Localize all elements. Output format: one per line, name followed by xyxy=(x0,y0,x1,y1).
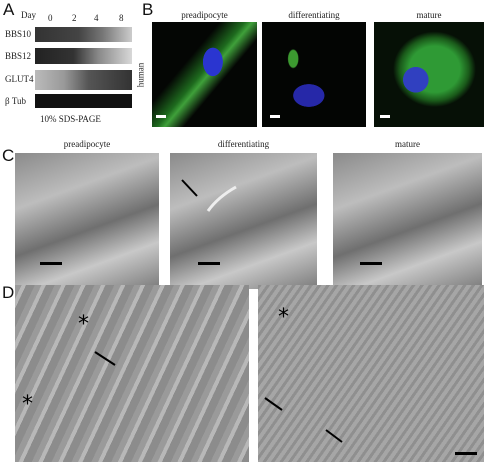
blot-band xyxy=(35,70,132,90)
panel-label: D xyxy=(2,283,15,302)
image-title: preadipocyte xyxy=(63,139,111,149)
panel-label: C xyxy=(2,146,15,165)
day: 0 xyxy=(48,13,53,23)
fluorescence-image xyxy=(262,22,366,127)
sem-image xyxy=(170,153,317,289)
scale-bar xyxy=(270,115,280,118)
image-title: differentiating xyxy=(288,10,340,20)
scale-bar xyxy=(40,262,62,265)
scale-bar xyxy=(360,262,382,265)
panel-label: A xyxy=(3,0,15,19)
band-label: BBS12 xyxy=(5,51,32,61)
blot-band xyxy=(35,27,132,42)
scale-bar xyxy=(455,452,477,455)
day: 2 xyxy=(72,13,77,23)
sem-image xyxy=(15,153,159,289)
image-title: differentiating xyxy=(217,139,270,149)
image-title: preadipocyte xyxy=(181,10,228,20)
image-title: mature xyxy=(395,139,420,149)
scale-bar xyxy=(380,115,390,118)
arrow xyxy=(264,397,283,411)
arrow xyxy=(181,179,198,197)
band-label: GLUT4 xyxy=(5,74,34,84)
day: 4 xyxy=(94,13,99,23)
marker: * xyxy=(278,305,289,330)
image-title: mature xyxy=(416,10,442,20)
tem-image xyxy=(258,285,484,462)
arrow xyxy=(94,351,116,366)
sem-image xyxy=(333,153,482,289)
arrow xyxy=(325,429,343,443)
fluorescence-image xyxy=(374,22,484,127)
tem-image xyxy=(15,285,249,462)
panel-label: B xyxy=(142,0,154,19)
blot-band xyxy=(35,94,132,108)
fluorescence-image xyxy=(152,22,257,127)
marker: * xyxy=(22,392,33,417)
scale-bar xyxy=(156,115,166,118)
blot-band xyxy=(35,48,132,64)
scale-bar xyxy=(198,262,220,265)
band-label: BBS10 xyxy=(5,29,32,39)
day: 8 xyxy=(119,13,124,23)
cilium xyxy=(206,185,237,212)
day-label: Day xyxy=(21,10,36,20)
band-label: β Tub xyxy=(5,96,27,106)
marker: * xyxy=(78,312,89,337)
caption: 10% SDS-PAGE xyxy=(40,114,101,124)
